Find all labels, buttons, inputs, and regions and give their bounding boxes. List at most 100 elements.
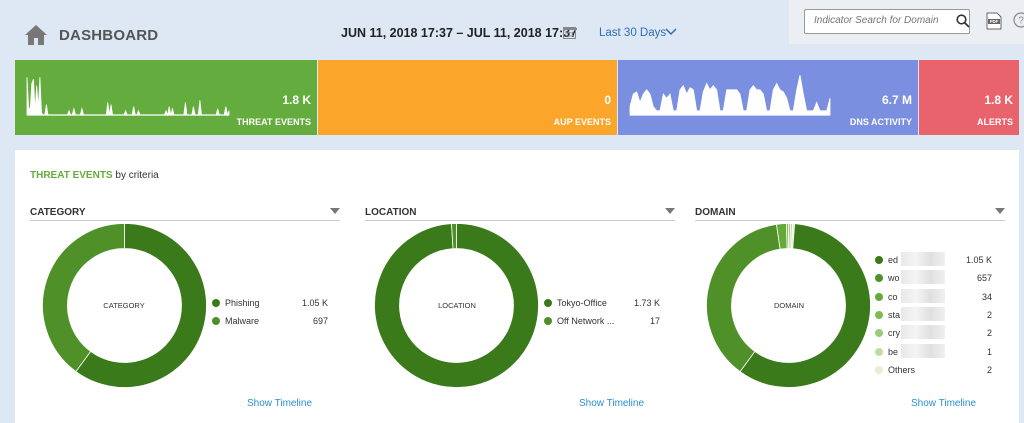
show-timeline-link[interactable]: Show Timeline (911, 398, 977, 409)
legend-value: 34 (981, 291, 992, 302)
location-donut[interactable] (374, 223, 539, 388)
panel-title-rest: by criteria (112, 170, 159, 181)
dns-activity-tile[interactable]: 6.7 M DNS ACTIVITY (618, 60, 918, 135)
date-range: JUN 11, 2018 17:37 – JUL 11, 2018 17:37 (341, 26, 578, 40)
sparkline-path (26, 77, 230, 117)
section-title: DOMAIN (695, 207, 736, 218)
legend-name: Malware (225, 316, 260, 326)
search-input[interactable] (814, 15, 944, 26)
tile-value: 1.8 K (282, 93, 311, 107)
legend-dot (875, 274, 883, 283)
tile-value: 6.7 M (881, 93, 912, 107)
legend-name: be (888, 346, 899, 357)
show-timeline-link[interactable]: Show Timeline (247, 398, 313, 409)
panel-title: THREAT EVENTS by criteria (30, 170, 159, 181)
redacted-text (901, 306, 945, 321)
legend-dot (875, 256, 883, 264)
legend-dot (875, 292, 883, 301)
legend-item[interactable]: Malware 697 (212, 316, 347, 328)
legend-dot (212, 299, 220, 307)
svg-text:PDF: PDF (990, 19, 999, 24)
legend-name: wo (888, 273, 900, 284)
tile-value: 0 (604, 93, 611, 107)
calendar-icon[interactable] (563, 26, 576, 39)
legend-value: 1 (986, 346, 992, 357)
alerts-tile[interactable]: 1.8 K ALERTS (919, 60, 1019, 135)
legend-name: Off Network ... (557, 316, 615, 326)
section-header: LOCATION (365, 205, 675, 221)
panel-title-highlight: THREAT EVENTS (30, 170, 113, 181)
donut-slice (706, 223, 781, 373)
threat-events-tile[interactable]: 1.8 K THREAT EVENTS (15, 60, 317, 135)
legend-item[interactable]: Off Network ... 17 (544, 316, 684, 328)
show-timeline-link[interactable]: Show Timeline (579, 398, 645, 409)
search-box (804, 9, 970, 34)
redacted-text (901, 252, 945, 266)
legend-item[interactable]: wo 657 (875, 270, 1005, 285)
redacted-text (901, 343, 945, 358)
chevron-down-icon[interactable] (665, 27, 677, 37)
legend-value: 1.05 K (965, 255, 992, 265)
donut-slice (374, 223, 539, 388)
criteria-panel: THREAT EVENTS by criteria CATEGORY CATEG… (15, 150, 1019, 423)
legend-value: 2 (986, 328, 992, 339)
legend-name: sta (888, 309, 901, 320)
legend-value: 17 (649, 316, 660, 326)
legend-item[interactable]: be 1 (875, 343, 1005, 359)
donut-center-label: LOCATION (438, 301, 476, 310)
legend-dot (544, 317, 552, 325)
donut-center-label: CATEGORY (103, 301, 145, 310)
legend-dot (875, 347, 883, 356)
aup-events-tile[interactable]: 0 AUP EVENTS (318, 60, 617, 135)
legend-dot (875, 329, 883, 338)
legend-name: cry (888, 328, 900, 339)
tile-label: AUP EVENTS (553, 117, 611, 127)
legend-value: 1.05 K (301, 298, 328, 308)
legend-value: 1.73 K (633, 298, 660, 308)
header: DASHBOARD JUN 11, 2018 17:37 – JUL 11, 2… (0, 0, 1024, 60)
donut-slice (75, 223, 207, 388)
donut-slice (451, 223, 457, 250)
legend-item[interactable]: Tokyo-Office 1.73 K (544, 298, 684, 310)
legend-value: 657 (976, 273, 992, 284)
category-donut[interactable] (42, 223, 207, 388)
tile-value: 1.8 K (984, 93, 1013, 107)
search-icon[interactable] (956, 14, 970, 28)
period-dropdown[interactable]: Last 30 Days (599, 27, 667, 39)
legend-name: Phishing (225, 298, 260, 308)
page-title: DASHBOARD (59, 27, 159, 44)
section-title: CATEGORY (30, 207, 86, 218)
tile-label: ALERTS (977, 117, 1013, 127)
sparkline-path (629, 75, 831, 116)
help-icon[interactable]: ? (1013, 12, 1024, 28)
donut-slice (42, 223, 125, 373)
legend-item[interactable]: Others 2 (875, 365, 1005, 377)
legend-dot (212, 317, 220, 325)
legend-item[interactable]: sta 2 (875, 306, 1005, 322)
legend-dot (544, 299, 552, 307)
legend-name: co (888, 291, 898, 302)
legend-item[interactable]: ed 1.05 K (875, 252, 1005, 267)
legend-name: Others (888, 364, 916, 375)
legend-item[interactable]: Phishing 1.05 K (212, 298, 347, 310)
donut-slice (790, 223, 796, 250)
legend-value: 2 (986, 309, 992, 320)
legend-dot (875, 365, 883, 374)
legend-item[interactable]: cry 2 (875, 325, 1005, 340)
tile-label: DNS ACTIVITY (849, 117, 912, 127)
section-title: LOCATION (365, 207, 417, 218)
caret-down-icon[interactable] (995, 208, 1005, 214)
dns-sparkline (629, 75, 831, 116)
legend-value: 697 (312, 316, 328, 326)
legend-item[interactable]: co 34 (875, 288, 1005, 304)
pdf-icon[interactable]: PDF (986, 12, 1002, 30)
home-icon[interactable] (24, 24, 48, 46)
redacted-text (901, 325, 945, 340)
donut-slice (739, 223, 871, 388)
caret-down-icon[interactable] (330, 208, 340, 214)
domain-donut[interactable] (706, 223, 871, 388)
legend-dot (875, 310, 883, 319)
threat-sparkline (26, 77, 230, 117)
caret-down-icon[interactable] (665, 208, 675, 214)
donut-center-label: DOMAIN (774, 301, 804, 310)
